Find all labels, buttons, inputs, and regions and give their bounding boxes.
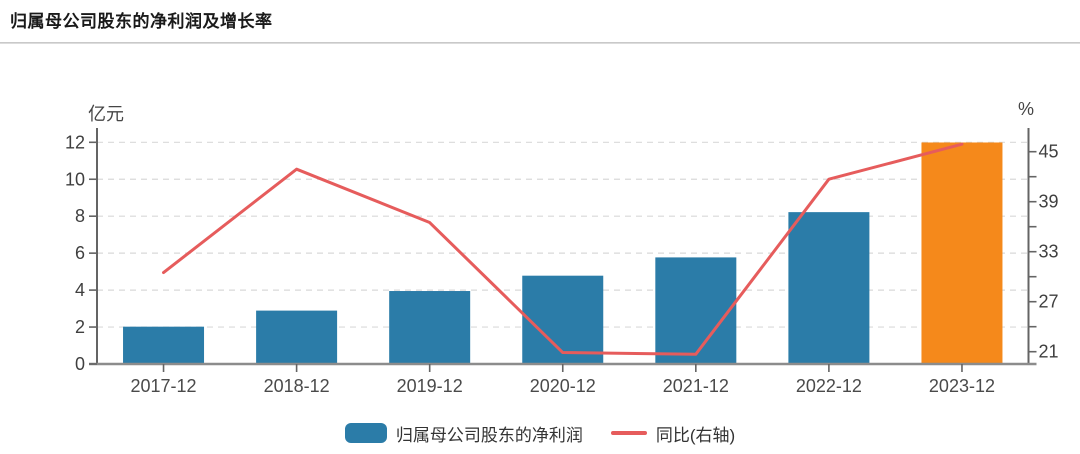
right-tick-label-39: 39 (1039, 192, 1059, 212)
bar-2020-12[interactable] (522, 275, 604, 364)
legend-label-yoy: 同比(右轴) (655, 425, 736, 445)
x-label-2020-12: 2020-12 (530, 376, 596, 396)
bar-2018-12[interactable] (256, 310, 338, 364)
left-tick-label-12: 12 (65, 132, 85, 152)
right-tick-label-33: 33 (1039, 242, 1059, 262)
bar-2021-12[interactable] (655, 257, 737, 364)
x-label-2021-12: 2021-12 (663, 376, 729, 396)
left-tick-label-6: 6 (75, 243, 85, 263)
bar-2019-12[interactable] (389, 291, 471, 364)
bar-series-swatch-icon (344, 423, 387, 443)
bar-2023-12[interactable] (921, 142, 1003, 364)
x-label-2019-12: 2019-12 (397, 376, 463, 396)
right-axis-unit-label: % (1018, 99, 1035, 119)
x-label-2023-12: 2023-12 (929, 376, 995, 396)
right-tick-label-27: 27 (1039, 292, 1059, 312)
title-divider (0, 42, 1080, 44)
page-title: 归属母公司股东的净利润及增长率 (10, 12, 273, 31)
left-axis-unit-label: 亿元 (88, 104, 124, 124)
chart-legend: 归属母公司股东的净利润 同比(右轴) (0, 420, 1080, 446)
right-tick-label-45: 45 (1039, 142, 1059, 162)
line-yoy[interactable] (162, 142, 964, 356)
x-label-2018-12: 2018-12 (264, 376, 330, 396)
left-tick-label-10: 10 (65, 169, 85, 189)
bar-2022-12[interactable] (788, 212, 870, 364)
left-tick-label-8: 8 (75, 206, 85, 226)
left-tick-label-0: 0 (75, 354, 85, 374)
line-series-swatch-icon (610, 431, 647, 435)
left-tick-label-2: 2 (75, 317, 85, 337)
right-tick-label-21: 21 (1039, 342, 1059, 362)
x-label-2017-12: 2017-12 (131, 376, 197, 396)
left-tick-label-4: 4 (75, 280, 85, 300)
legend-item-net-profit[interactable]: 归属母公司股东的净利润 (344, 421, 583, 446)
bar-2017-12[interactable] (123, 326, 205, 364)
x-label-2022-12: 2022-12 (796, 376, 862, 396)
legend-item-yoy[interactable]: 同比(右轴) (610, 421, 736, 446)
legend-label-net-profit: 归属母公司股东的净利润 (395, 425, 583, 445)
